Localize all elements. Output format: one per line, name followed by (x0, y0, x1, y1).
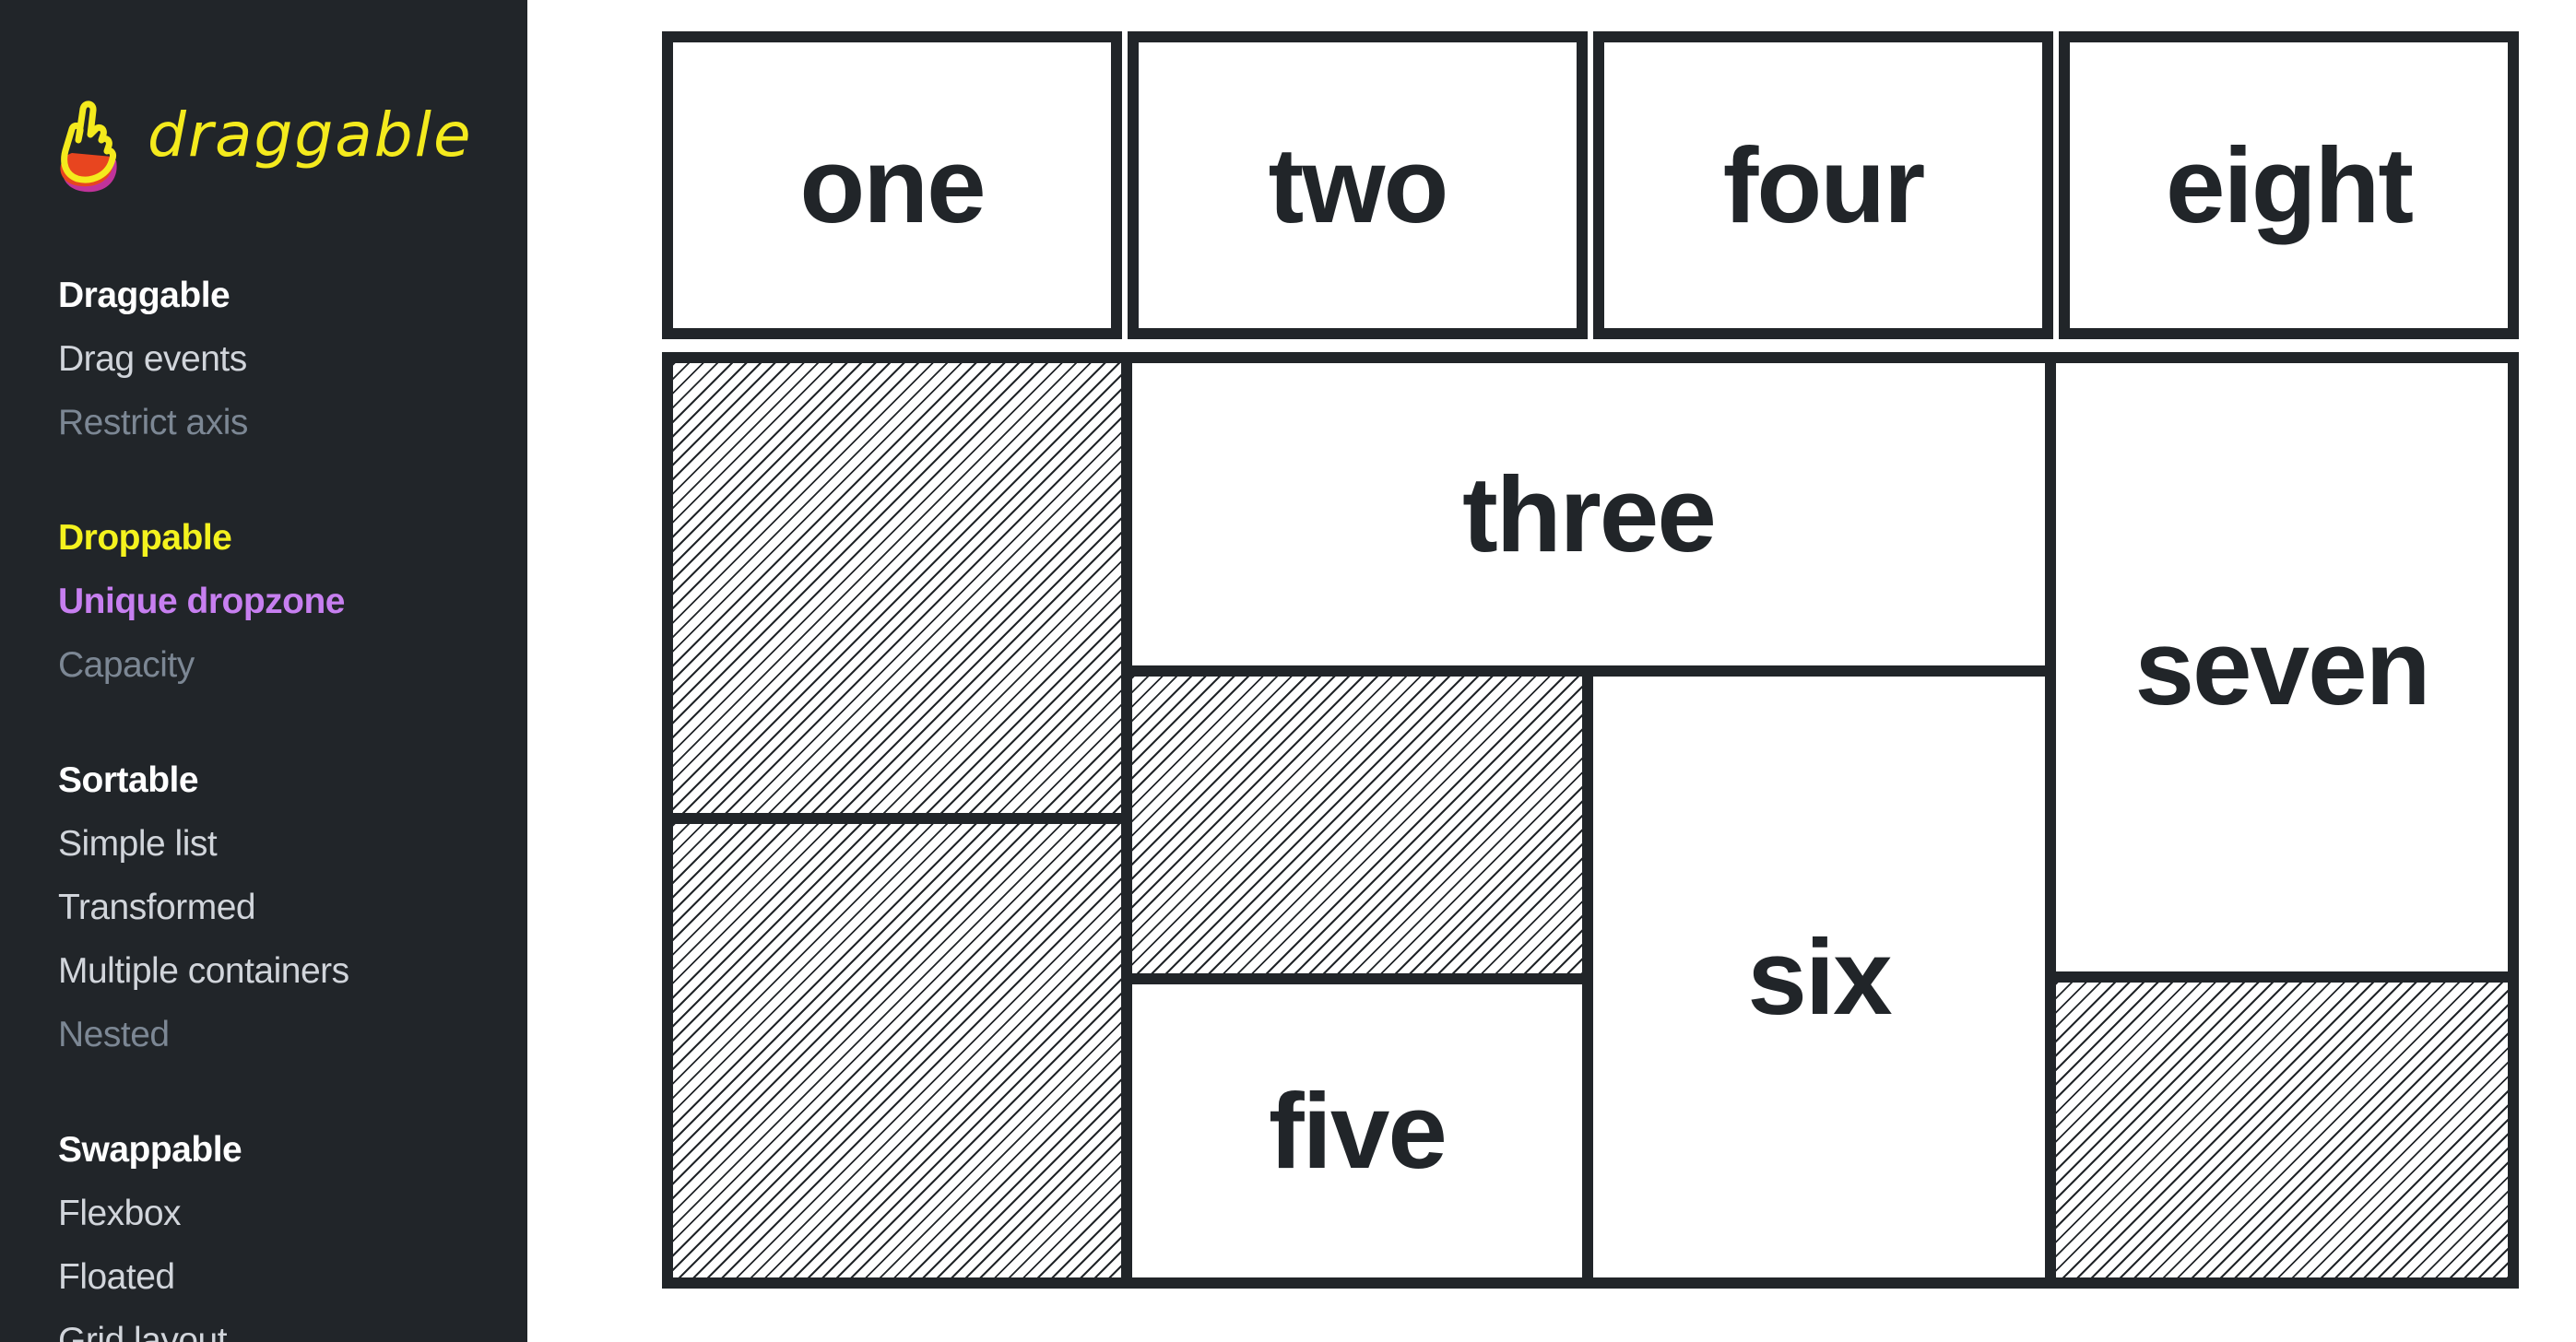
nav-group-sortable: Sortable Simple list Transformed Multipl… (58, 748, 349, 1066)
nav-group-droppable: Droppable Unique dropzone Capacity (58, 506, 345, 697)
nav-section-droppable[interactable]: Droppable (58, 518, 232, 558)
dropzone-eight[interactable]: eight (2059, 31, 2519, 339)
nav-item-floated[interactable]: Floated (58, 1257, 175, 1297)
nav-item-multiple-containers[interactable]: Multiple containers (58, 951, 349, 991)
dropzone-seven[interactable]: seven (2045, 352, 2519, 983)
draggable-block-two[interactable]: two (1268, 125, 1449, 245)
nav-item-flexbox[interactable]: Flexbox (58, 1194, 182, 1233)
draggable-block-three[interactable]: three (1462, 454, 1717, 574)
nav-item-restrict-axis[interactable]: Restrict axis (58, 403, 248, 442)
nav-item-simple-list[interactable]: Simple list (58, 824, 218, 864)
draggable-block-seven[interactable]: seven (2134, 607, 2431, 727)
draggable-block-eight[interactable]: eight (2165, 125, 2414, 245)
dropzone-one[interactable]: one (662, 31, 1122, 339)
nav-section-swappable[interactable]: Swappable (58, 1130, 242, 1170)
draggable-block-four[interactable]: four (1722, 125, 1925, 245)
dropzone-five[interactable]: five (1121, 973, 1593, 1289)
draggable-block-six[interactable]: six (1747, 917, 1892, 1037)
dropzone-two[interactable]: two (1128, 31, 1588, 339)
dropzone-empty-left-top[interactable] (662, 352, 1132, 824)
logo-text: draggable (148, 100, 473, 171)
dropzone-four[interactable]: four (1593, 31, 2053, 339)
nav-item-nested[interactable]: Nested (58, 1015, 170, 1054)
nav-group-swappable: Swappable Flexbox Floated Grid layout (58, 1118, 242, 1342)
dropzone-six[interactable]: six (1582, 665, 2056, 1289)
nav-item-capacity[interactable]: Capacity (58, 645, 195, 685)
dropzone-area: one two four eight three five six seven (527, 0, 2576, 1342)
dropzone-empty-left-bottom[interactable] (662, 813, 1132, 1289)
nav-item-transformed[interactable]: Transformed (58, 888, 256, 927)
hand-pointer-icon (60, 100, 117, 193)
nav-item-unique-dropzone[interactable]: Unique dropzone (58, 582, 345, 621)
draggable-block-one[interactable]: one (799, 125, 986, 245)
dropzone-empty-middle[interactable] (1121, 665, 1593, 984)
sidebar: draggable Draggable Drag events Restrict… (0, 0, 527, 1342)
logo-link[interactable]: draggable (48, 92, 472, 194)
nav-item-grid-layout[interactable]: Grid layout (58, 1321, 228, 1342)
nav-item-drag-events[interactable]: Drag events (58, 339, 247, 379)
dropzone-three[interactable]: three (1121, 352, 2056, 677)
nav-section-sortable[interactable]: Sortable (58, 760, 199, 800)
nav-group-draggable: Draggable Drag events Restrict axis (58, 264, 248, 454)
nav-section-draggable[interactable]: Draggable (58, 276, 230, 315)
dropzone-empty-right-bottom[interactable] (2045, 971, 2519, 1289)
draggable-block-five[interactable]: five (1269, 1071, 1448, 1191)
